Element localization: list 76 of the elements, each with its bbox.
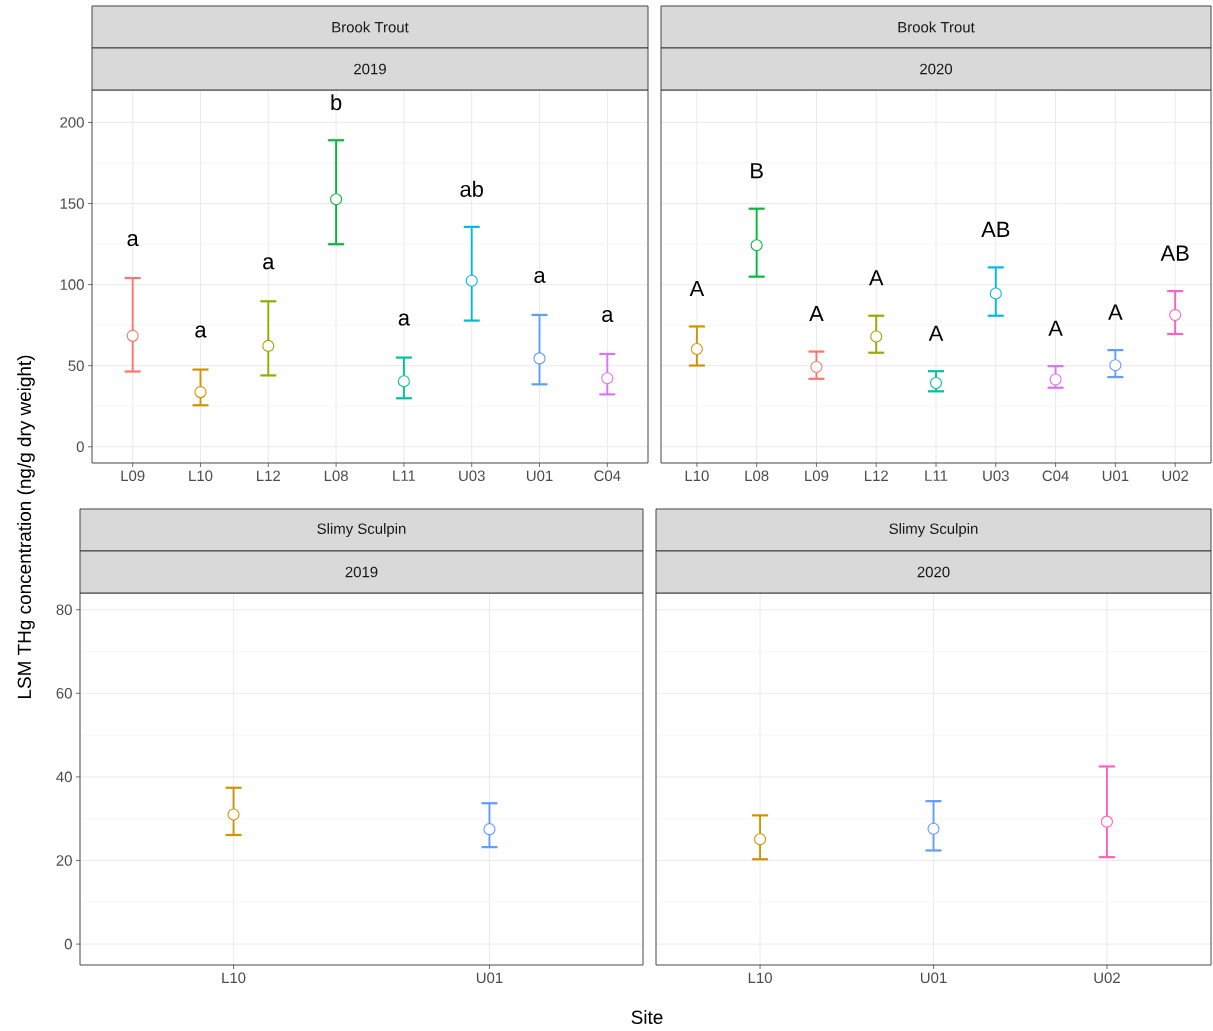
x-tick-label: C04: [594, 470, 621, 482]
x-tick-label: L09: [121, 470, 145, 482]
x-tick-label: U02: [1162, 470, 1189, 482]
point: [989, 287, 1002, 300]
point: [750, 239, 763, 252]
y-tick-label: 20: [56, 855, 72, 866]
annotation: A: [689, 280, 705, 296]
y-tick-label: 200: [60, 117, 84, 128]
y-axis-title: LSM THg concentration (ng/g dry weight): [17, 355, 35, 698]
x-tick-label: L11: [393, 470, 416, 481]
point: [1169, 309, 1182, 322]
x-tick-label: L10: [685, 470, 709, 482]
y-tick-label: 0: [64, 938, 72, 950]
annotation: AB: [981, 221, 1010, 237]
x-tick-label: L08: [745, 470, 769, 482]
point: [929, 376, 943, 390]
x-tick-label: U03: [983, 470, 1009, 482]
chart-title: Slimy Sculpin: [889, 523, 978, 537]
x-tick-label: L10: [222, 972, 246, 984]
chart-title: Brook Trout: [332, 21, 409, 33]
chart-subtitle: 2019: [345, 566, 378, 578]
point: [1109, 359, 1122, 372]
x-tick-label: L10: [189, 470, 213, 482]
x-tick-label: L12: [257, 470, 281, 481]
x-tick-label: L12: [864, 470, 888, 481]
x-tick-label: U01: [1102, 470, 1129, 482]
x-tick-label: L11: [925, 470, 948, 481]
x-tick-label: U01: [920, 972, 947, 984]
y-tick-label: 150: [60, 198, 84, 209]
annotation: AB: [1160, 245, 1189, 261]
point: [330, 193, 343, 206]
annotation: a: [127, 234, 139, 247]
annotation: A: [928, 325, 944, 341]
y-tick-label: 100: [60, 279, 84, 290]
x-tick-label: L09: [805, 470, 829, 482]
annotation: B: [751, 163, 763, 179]
point: [870, 330, 883, 343]
x-axis-title: Site: [631, 1010, 663, 1024]
point: [533, 352, 546, 365]
annotation: b: [331, 94, 342, 111]
annotation: A: [809, 306, 824, 322]
annotation: ab: [460, 180, 483, 197]
chart-subtitle: 2020: [920, 63, 953, 75]
x-tick-label: U01: [476, 972, 503, 984]
annotation: a: [602, 310, 614, 323]
y-tick-label: 0: [76, 441, 84, 453]
annotation: a: [398, 313, 410, 326]
x-tick-label: L10: [748, 972, 772, 984]
annotation: A: [1108, 304, 1123, 320]
point: [1049, 373, 1062, 386]
annotation: A: [1048, 320, 1063, 336]
x-tick-label: U03: [459, 470, 485, 482]
point: [262, 339, 275, 352]
x-tick-label: C04: [1042, 470, 1069, 482]
annotation: a: [534, 270, 546, 283]
x-tick-label: L08: [324, 470, 348, 482]
annotation: a: [195, 325, 207, 338]
x-tick-label: U02: [1094, 972, 1120, 984]
y-tick-label: 60: [56, 688, 72, 699]
chart-subtitle: 2019: [354, 63, 386, 75]
point: [397, 375, 410, 388]
point: [690, 342, 703, 356]
point: [194, 386, 207, 399]
chart-title: Slimy Sculpin: [317, 523, 406, 537]
point: [465, 274, 478, 287]
annotation: a: [263, 257, 275, 270]
chart-title: Brook Trout: [898, 21, 975, 33]
y-tick-label: 50: [68, 360, 84, 371]
point: [601, 372, 614, 385]
y-tick-label: 80: [56, 604, 72, 615]
point: [126, 329, 139, 342]
chart-subtitle: 2020: [917, 566, 950, 578]
annotation: A: [868, 270, 884, 286]
x-tick-label: U01: [526, 470, 553, 482]
y-tick-label: 40: [56, 771, 72, 783]
point: [810, 360, 823, 374]
